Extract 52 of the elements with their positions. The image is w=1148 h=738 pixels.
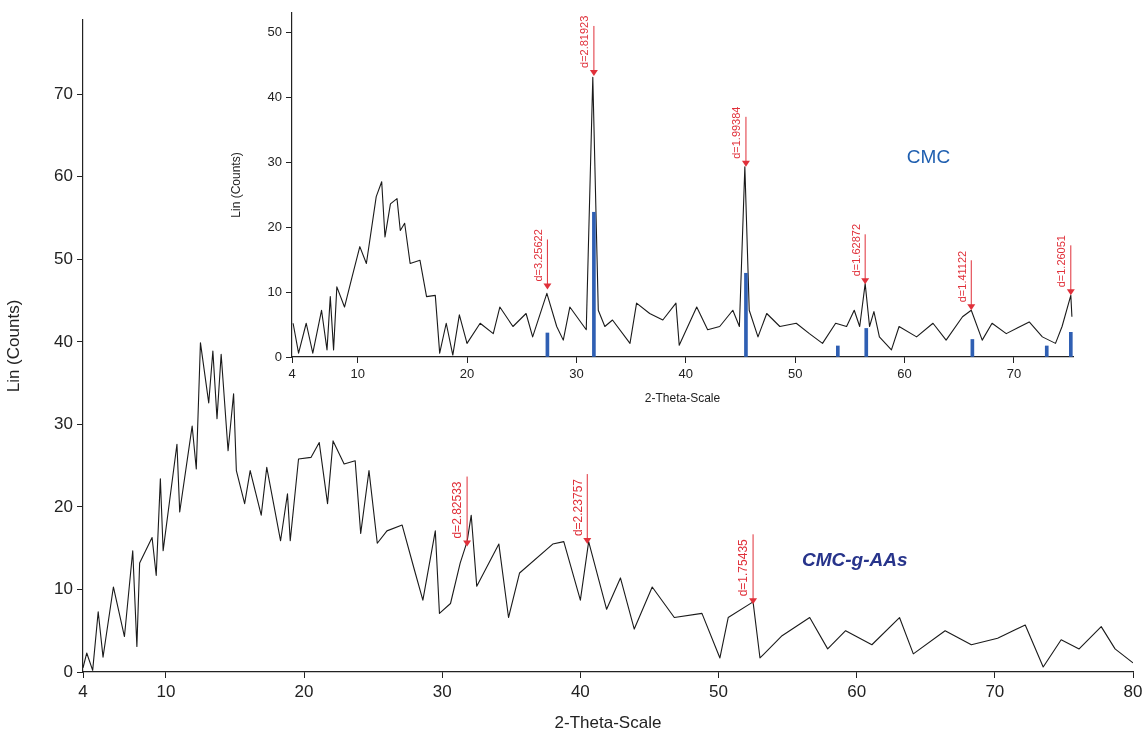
x-tick-label: 4: [288, 366, 296, 382]
x-tick-label: 20: [294, 681, 314, 701]
x-axis-title: 2-Theta-Scale: [554, 713, 662, 733]
bar: [1068, 332, 1073, 357]
x-tick-label: 50: [709, 681, 728, 701]
y-axis-title: Lin (Counts): [228, 152, 243, 218]
annotation: d=2.23757: [570, 478, 585, 537]
x-tick-label: 60: [847, 681, 867, 701]
x-tick-label: 70: [1006, 366, 1022, 382]
text: CMC-g-AAs: [801, 549, 908, 571]
y-tick-label: 40: [54, 331, 73, 351]
annotation: d=1.62872: [849, 223, 862, 277]
y-tick-label: 20: [267, 218, 282, 234]
annotation: d=1.75435: [736, 538, 751, 597]
annotation: d=1.26051: [1055, 235, 1068, 288]
y-tick-label: 40: [267, 88, 282, 104]
annotation: d=3.25622: [531, 229, 544, 282]
y-tick-label: 0: [274, 348, 282, 364]
text: CMC: [906, 145, 951, 167]
y-axis-title: Lin (Counts): [3, 299, 23, 393]
x-tick-label: 10: [350, 366, 365, 382]
y-tick-label: 30: [54, 414, 73, 434]
annotation: d=1.99384: [730, 106, 743, 159]
x-tick-label: 30: [569, 366, 584, 382]
x-tick-label: 60: [897, 366, 912, 382]
bar: [1044, 345, 1049, 357]
y-tick-label: 60: [54, 166, 73, 186]
x-tick-label: 20: [459, 366, 475, 382]
bar: [744, 272, 748, 357]
annotation: d=2.81923: [578, 15, 591, 68]
y-tick-label: 20: [54, 496, 73, 516]
y-tick-label: 10: [54, 579, 73, 599]
y-tick-label: 0: [63, 661, 73, 681]
x-axis-title: 2-Theta-Scale: [644, 391, 721, 406]
x-tick-label: 10: [156, 681, 176, 701]
y-tick-label: 70: [54, 83, 73, 103]
annotation: d=2.82533: [450, 481, 465, 539]
bar: [592, 211, 596, 357]
x-tick-label: 80: [1123, 681, 1143, 701]
x-tick-label: 40: [678, 366, 694, 382]
x-tick-label: 50: [787, 366, 803, 382]
bar: [864, 328, 869, 357]
x-tick-label: 70: [985, 681, 1005, 701]
x-tick-label: 4: [78, 681, 88, 701]
x-tick-label: 40: [570, 681, 590, 701]
bar: [836, 345, 840, 357]
y-tick-label: 50: [54, 249, 73, 269]
x-tick-label: 30: [432, 681, 452, 701]
y-tick-label: 50: [267, 24, 282, 40]
y-tick-label: 10: [267, 283, 282, 299]
annotation: d=1.41122: [955, 250, 968, 303]
y-tick-label: 30: [267, 153, 282, 169]
